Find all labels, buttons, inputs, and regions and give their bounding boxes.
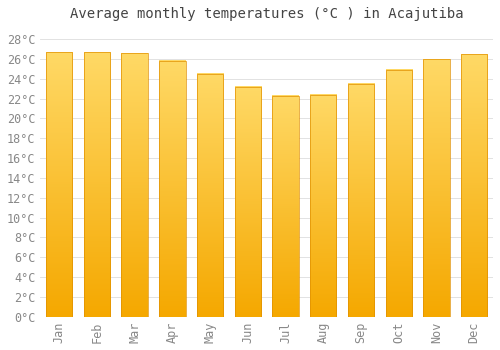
Bar [272,96,299,317]
Bar [84,52,110,317]
Bar [461,54,487,317]
Title: Average monthly temperatures (°C ) in Acajutiba: Average monthly temperatures (°C ) in Ac… [70,7,464,21]
Bar [197,74,224,317]
Bar [234,86,261,317]
Bar [424,59,450,317]
Bar [272,96,299,317]
Bar [46,52,72,317]
Bar [84,52,110,317]
Bar [159,61,186,317]
Bar [386,70,412,317]
Bar [348,84,374,317]
Bar [122,53,148,317]
Bar [348,84,374,317]
Bar [197,74,224,317]
Bar [122,53,148,317]
Bar [234,86,261,317]
Bar [310,94,336,317]
Bar [159,61,186,317]
Bar [46,52,72,317]
Bar [386,70,412,317]
Bar [424,59,450,317]
Bar [310,94,336,317]
Bar [461,54,487,317]
